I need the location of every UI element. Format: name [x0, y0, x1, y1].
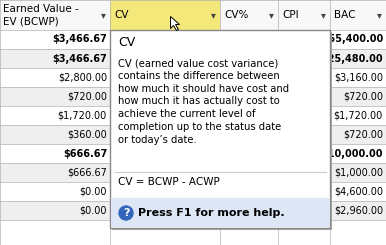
Bar [0, 144, 386, 163]
Circle shape [119, 206, 133, 220]
Text: Press F1 for more help.: Press F1 for more help. [138, 208, 284, 218]
Text: CV = BCWP - ACWP: CV = BCWP - ACWP [118, 177, 220, 187]
Bar [110, 0, 220, 30]
Bar [110, 30, 330, 228]
Text: ▾: ▾ [377, 10, 381, 20]
Text: $666.67: $666.67 [67, 168, 107, 177]
Text: $666.67: $666.67 [63, 148, 107, 159]
Bar [0, 30, 386, 49]
Text: $1,720.00: $1,720.00 [58, 110, 107, 121]
Bar [112, 32, 332, 230]
Text: $3,466.67: $3,466.67 [52, 53, 107, 63]
Text: $720.00: $720.00 [343, 91, 383, 101]
Bar [0, 201, 386, 220]
Text: $25,480.00: $25,480.00 [322, 53, 383, 63]
Text: ▾: ▾ [210, 10, 215, 20]
Text: ▾: ▾ [320, 10, 325, 20]
Bar [220, 0, 278, 30]
Text: CV: CV [118, 37, 135, 49]
Text: $720.00: $720.00 [67, 91, 107, 101]
Bar [330, 0, 386, 30]
Text: $4,600.00: $4,600.00 [334, 186, 383, 196]
Text: Earned Value -
EV (BCWP): Earned Value - EV (BCWP) [3, 4, 79, 26]
Text: ▾: ▾ [101, 10, 105, 20]
Text: ?: ? [123, 208, 129, 218]
Text: 0%: 0% [260, 206, 275, 216]
Bar [0, 125, 386, 144]
Text: $3,160.00: $3,160.00 [334, 73, 383, 83]
Text: $155,400.00: $155,400.00 [315, 35, 383, 45]
Text: $1,720.00: $1,720.00 [334, 110, 383, 121]
Bar [111, 198, 330, 227]
Text: 0: 0 [321, 206, 327, 216]
Text: $2,800.00: $2,800.00 [58, 73, 107, 83]
Bar [0, 49, 386, 68]
Text: $0.00: $0.00 [80, 186, 107, 196]
Text: CV: CV [114, 10, 129, 20]
Polygon shape [171, 16, 179, 30]
Text: $0.00: $0.00 [80, 206, 107, 216]
Bar [0, 163, 386, 182]
Text: $360.00: $360.00 [67, 130, 107, 139]
Bar [0, 68, 386, 87]
Bar [278, 0, 330, 30]
Text: BAC: BAC [334, 10, 356, 20]
Text: $720.00: $720.00 [343, 130, 383, 139]
Text: $3,466.67: $3,466.67 [52, 35, 107, 45]
Text: CV%: CV% [224, 10, 248, 20]
Bar [0, 182, 386, 201]
Text: CV (earned value cost variance)
contains the difference between
how much it shou: CV (earned value cost variance) contains… [118, 58, 289, 145]
Text: $2,960.00: $2,960.00 [334, 206, 383, 216]
Bar [0, 106, 386, 125]
Text: ▾: ▾ [269, 10, 273, 20]
Text: $1,000.00: $1,000.00 [334, 168, 383, 177]
Bar [0, 0, 110, 30]
Text: $0.00: $0.00 [190, 206, 217, 216]
Text: CPI: CPI [282, 10, 299, 20]
Text: $10,000.00: $10,000.00 [322, 148, 383, 159]
Bar [0, 87, 386, 106]
